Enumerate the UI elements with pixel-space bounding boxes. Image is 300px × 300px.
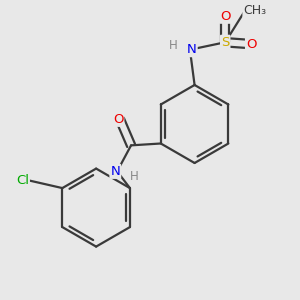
Text: N: N: [187, 43, 197, 56]
Text: CH₃: CH₃: [243, 4, 266, 17]
Text: S: S: [221, 36, 230, 49]
Text: N: N: [110, 165, 120, 178]
Text: H: H: [130, 170, 138, 183]
Text: O: O: [113, 113, 123, 126]
Text: Cl: Cl: [16, 174, 29, 187]
Text: O: O: [246, 38, 256, 51]
Text: O: O: [220, 10, 230, 23]
Text: H: H: [169, 40, 178, 52]
